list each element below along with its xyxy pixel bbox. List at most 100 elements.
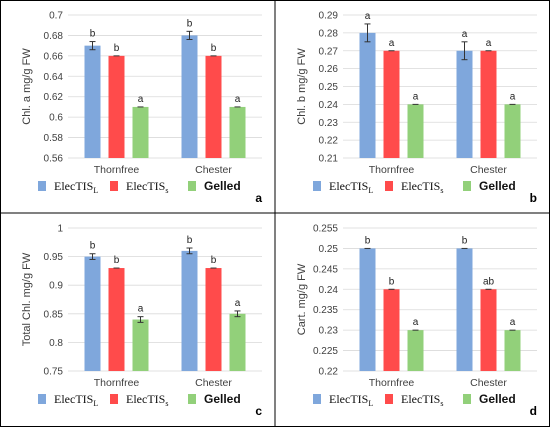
significance-letter: a <box>138 94 144 105</box>
bar-ElecTIS_L-Chester <box>456 248 473 371</box>
y-axis-label: Chl. a mg/g FW <box>21 48 33 125</box>
significance-letter: a <box>413 91 419 102</box>
y-tick-label: 0.27 <box>319 46 339 57</box>
panel-letter: d <box>530 404 537 418</box>
bar-Gelled-Thornfree <box>407 104 424 158</box>
bar-Gelled-Chester <box>229 106 246 158</box>
chart-panel-c: 0.75 0.8 0.85 0.9 0.95 1 Total Chl. mg/g FW b b a… <box>21 224 262 419</box>
legend-label-Gelled: Gelled <box>479 392 516 406</box>
y-tick-label: 0.23 <box>319 326 339 337</box>
legend-label-ElecTIS_S: ElecTISs <box>401 179 443 195</box>
panel-letter: a <box>255 191 262 205</box>
bar-ElecTIS_S-Thornfree <box>108 55 125 158</box>
bar-Gelled-Thornfree <box>407 330 424 371</box>
chart-panel-a: 0.56 0.58 0.6 0.62 0.64 0.66 0.68 0.7 Chl. a mg/… <box>21 11 262 206</box>
y-tick-label: 0.62 <box>44 92 64 103</box>
bar-ElecTIS_S-Thornfree <box>383 50 400 158</box>
y-tick-label: 0.245 <box>313 264 338 275</box>
y-tick-label: 0.22 <box>319 136 339 147</box>
bar-ElecTIS_L-Chester <box>181 250 198 371</box>
significance-letter: b <box>211 255 217 266</box>
significance-letter: b <box>114 255 120 266</box>
legend-label-ElecTIS_L: ElecTISL <box>54 179 98 195</box>
chart-panel-b: 0.21 0.22 0.23 0.24 0.25 0.26 0.27 0.28 0.29 Chl.… <box>296 11 537 205</box>
panels: 0.56 0.58 0.6 0.62 0.64 0.66 0.68 0.7 Chl. a mg/… <box>21 11 537 419</box>
panel-letter: b <box>530 191 537 205</box>
significance-letter: a <box>510 91 516 102</box>
y-tick-label: 0.9 <box>49 281 63 292</box>
y-tick-label: 0.8 <box>49 338 63 349</box>
y-tick-label: 0.24 <box>319 285 339 296</box>
y-tick-label: 0.56 <box>44 154 64 165</box>
bar-ElecTIS_L-Chester <box>181 35 198 158</box>
y-tick-label: 0.24 <box>319 100 339 111</box>
bar-ElecTIS_L-Thornfree <box>84 256 101 371</box>
significance-letter: b <box>90 29 96 40</box>
y-tick-label: 0.64 <box>44 72 64 83</box>
significance-letter: a <box>486 38 492 49</box>
bar-Gelled-Chester <box>229 313 246 371</box>
y-tick-label: 0.225 <box>313 346 338 357</box>
bar-Gelled-Thornfree <box>132 319 149 371</box>
y-tick-label: 1 <box>57 224 63 235</box>
bar-ElecTIS_S-Chester <box>480 289 497 371</box>
x-category-label: Chester <box>470 377 507 389</box>
y-tick-label: 0.255 <box>313 224 338 235</box>
bar-ElecTIS_S-Thornfree <box>383 289 400 371</box>
significance-letter: b <box>462 235 468 246</box>
y-axis-label: Chl. b mg/g FW <box>296 48 308 125</box>
x-category-label: Thornfree <box>369 377 415 389</box>
y-tick-label: 0.75 <box>44 367 64 378</box>
bar-ElecTIS_L-Thornfree <box>84 45 101 159</box>
legend-label-ElecTIS_L: ElecTISL <box>329 179 373 195</box>
significance-letter: b <box>90 241 96 252</box>
bar-ElecTIS_S-Chester <box>480 50 497 158</box>
legend-label-ElecTIS_S: ElecTISs <box>126 392 168 408</box>
y-tick-label: 0.95 <box>44 252 64 263</box>
x-category-label: Chester <box>195 164 232 176</box>
y-tick-label: 0.23 <box>319 118 339 129</box>
y-tick-label: 0.66 <box>44 51 64 62</box>
significance-letter: b <box>365 235 371 246</box>
legend-swatch-ElecTIS_L <box>38 394 46 404</box>
panel-letter: c <box>255 404 262 418</box>
legend-swatch-ElecTIS_L <box>313 394 321 404</box>
y-tick-label: 0.68 <box>44 31 64 42</box>
significance-letter: a <box>138 304 144 315</box>
y-tick-label: 0.235 <box>313 305 338 316</box>
x-category-label: Thornfree <box>94 377 140 389</box>
legend-swatch-ElecTIS_S <box>385 181 393 191</box>
significance-letter: a <box>510 317 516 328</box>
bar-ElecTIS_L-Thornfree <box>359 248 376 371</box>
x-category-label: Chester <box>470 164 507 176</box>
legend-swatch-Gelled <box>463 181 471 191</box>
y-tick-label: 0.25 <box>319 82 339 93</box>
significance-letter: a <box>365 11 371 22</box>
y-tick-label: 0.29 <box>319 11 339 22</box>
y-tick-label: 0.22 <box>319 367 339 378</box>
x-category-label: Chester <box>195 377 232 389</box>
bar-ElecTIS_S-Chester <box>205 268 222 371</box>
y-tick-label: 0.21 <box>319 154 339 165</box>
y-tick-label: 0.6 <box>49 113 63 124</box>
y-axis-label: Cart. mg/g FW <box>296 263 308 335</box>
significance-letter: a <box>462 29 468 40</box>
significance-letter: a <box>235 94 241 105</box>
bar-Gelled-Chester <box>504 104 521 158</box>
legend-label-ElecTIS_S: ElecTISs <box>401 392 443 408</box>
significance-letter: b <box>187 235 193 246</box>
bar-ElecTIS_L-Thornfree <box>359 32 376 158</box>
bar-ElecTIS_L-Chester <box>456 50 473 158</box>
significance-letter: b <box>211 43 217 54</box>
bar-Gelled-Chester <box>504 330 521 371</box>
significance-letter: b <box>187 18 193 29</box>
significance-letter: b <box>389 276 395 287</box>
legend-label-Gelled: Gelled <box>204 392 241 406</box>
significance-letter: a <box>413 317 419 328</box>
y-axis-label: Total Chl. mg/g FW <box>21 252 33 346</box>
legend-label-ElecTIS_L: ElecTISL <box>54 392 98 408</box>
significance-letter: b <box>114 43 120 54</box>
significance-letter: ab <box>483 276 495 287</box>
legend-swatch-ElecTIS_S <box>385 394 393 404</box>
